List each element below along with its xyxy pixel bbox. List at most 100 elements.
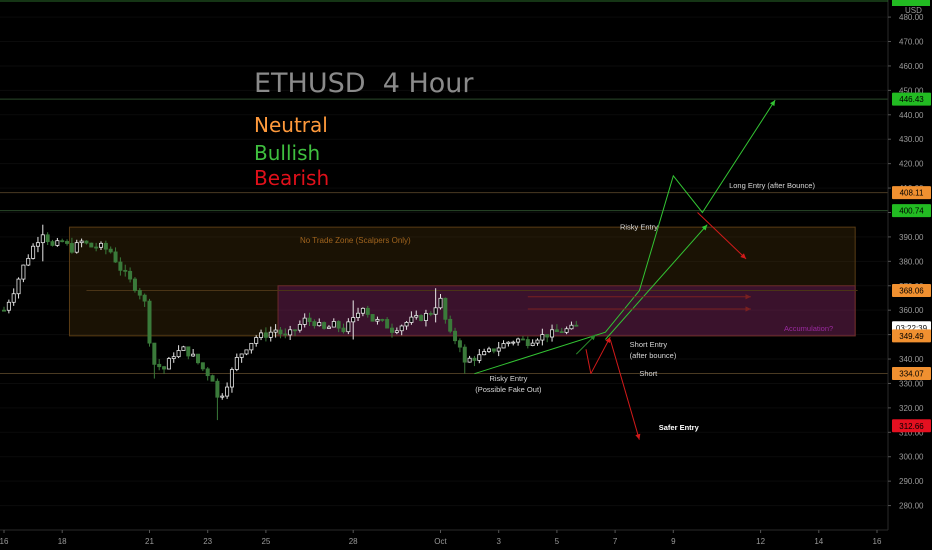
candle-body [453,330,458,342]
price-tag-label: 312.66 [899,422,924,431]
candle-body [525,339,530,346]
candle [108,246,113,254]
candle [491,348,496,354]
candle [191,349,196,357]
candle [486,346,491,353]
candle-body [128,270,133,280]
candle [94,242,99,252]
candle-body [108,248,113,253]
candle [69,237,74,254]
candle-body [564,328,569,333]
candle [84,240,89,245]
candle-body [40,234,45,244]
candle-body [457,340,462,348]
chart-title: ETHUSD 4 Hour [254,68,474,99]
candle-body [234,357,239,370]
candle [176,345,181,359]
candle-body [152,342,157,365]
candle [113,247,118,263]
candle [99,241,104,251]
candle-body [210,375,215,382]
candle-body [278,329,283,335]
price-tag [892,204,931,218]
candle [307,312,312,326]
price-tick-label: 390.00 [899,233,924,242]
candle-body [433,307,438,315]
candle [501,340,506,349]
candle-body [263,332,268,338]
price-tick-label: 470.00 [899,38,924,47]
candle [574,320,579,327]
target-arrowhead [745,294,751,300]
price-tag [892,419,931,433]
candle-body [205,368,210,377]
candle-body [50,241,55,246]
candle-body [186,346,191,357]
candle-body [545,334,550,338]
currency-label: USD [905,6,922,15]
legend-bearish: Bearish [254,166,330,190]
candle [31,243,36,260]
time-tick-label: 9 [671,537,676,546]
candle [297,320,302,333]
candle-body [65,241,70,244]
candle-body [200,362,205,370]
candle [569,321,574,330]
price-tick-label: 320.00 [899,404,924,413]
candle [462,344,467,374]
candle [195,353,200,365]
candle [263,327,268,342]
candle-body [394,330,399,333]
candle-body [516,338,521,343]
candle [268,326,273,342]
candle-body [94,246,99,249]
candle [331,318,336,328]
candle-body [166,358,171,370]
candle-body [550,329,555,338]
candle [40,224,45,262]
candle [6,299,11,314]
candle-body [375,319,380,322]
candle [123,264,128,277]
candle [554,324,559,333]
time-tick-label: 14 [814,537,823,546]
candle [414,310,419,320]
annotation-label: Risky Entry [489,374,527,383]
candle-body [336,321,341,329]
price-tag [892,92,931,106]
candle [259,329,264,341]
candle [326,325,331,329]
bearish-path [590,336,611,374]
candle [477,349,482,364]
candle-body [389,327,394,333]
candle-body [74,242,79,253]
candle-body [438,297,443,309]
candle-body [569,324,574,330]
candle-body [501,343,506,349]
candle-body [535,339,540,344]
price-tick-label: 330.00 [899,379,924,388]
candle-body [162,366,167,370]
candle-body [520,338,525,341]
candle-body [79,240,84,244]
candle-body [419,315,424,321]
candle-body [351,317,356,323]
candle [360,307,365,317]
candle [186,346,191,360]
candle [457,338,462,353]
candle-body [147,300,152,344]
legend-neutral: Neutral [254,113,328,137]
candle [288,325,293,341]
candle-body [288,329,293,336]
candle-body [268,331,273,338]
candle [229,367,234,393]
candle-body [574,324,579,327]
price-axis-bg [888,0,932,550]
time-tick-label: 18 [58,537,67,546]
annotation-label: (after bounce) [630,351,677,360]
candle-body [482,351,487,356]
price-tick-label: 420.00 [899,160,924,169]
price-tick-label: 380.00 [899,257,924,266]
